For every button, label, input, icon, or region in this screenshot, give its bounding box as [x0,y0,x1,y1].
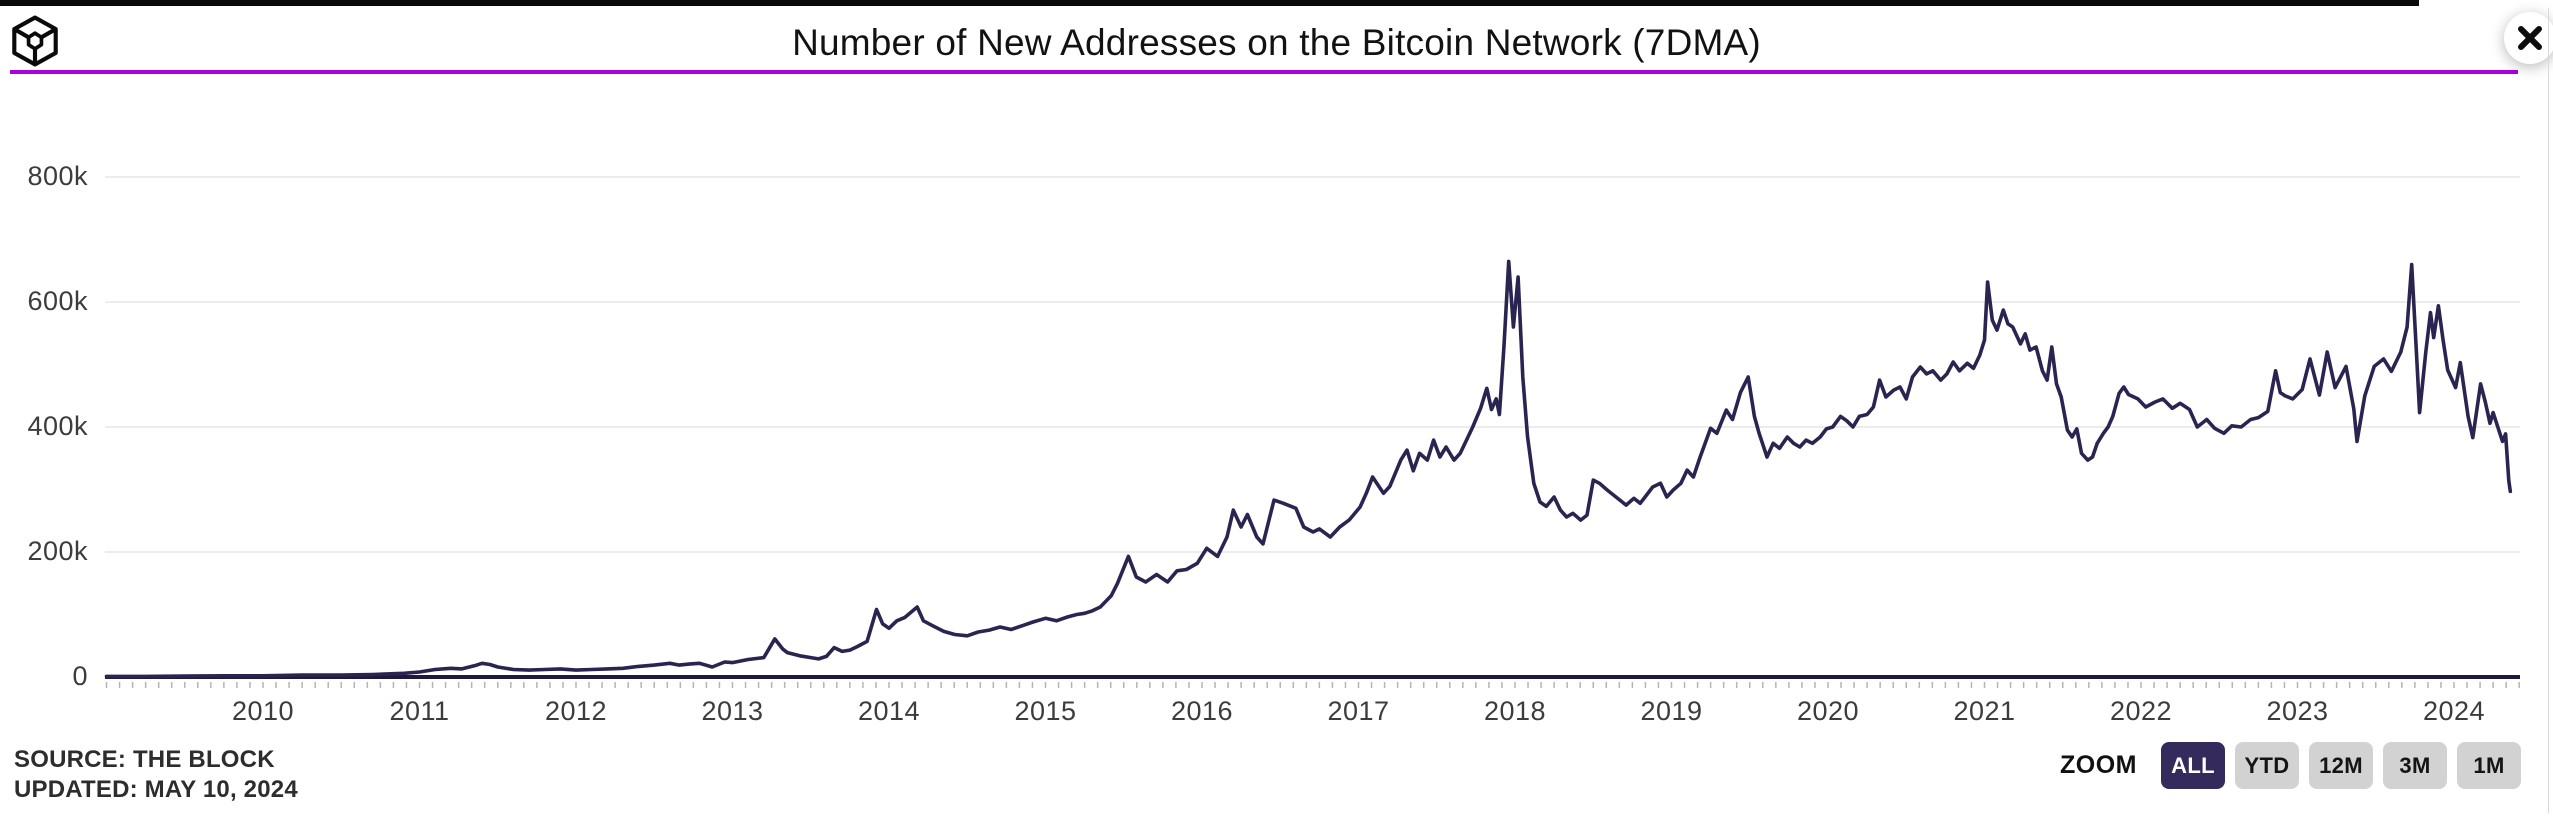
x-axis-label-2013: 2013 [701,696,764,726]
x-axis-label-2014: 2014 [857,696,921,726]
zoom-button-12m[interactable]: 12M [2309,742,2373,789]
the-block-logo [12,15,58,67]
close-icon [2518,26,2542,50]
top-black-bar [0,0,2419,6]
x-axis-label-2021: 2021 [1953,696,2016,726]
x-axis-label-2019: 2019 [1640,696,1703,726]
y-axis-label-600k: 600k [27,286,88,316]
x-axis-label-2016: 2016 [1170,696,1234,726]
x-axis-label-2011: 2011 [389,696,450,726]
zoom-label: ZOOM [2060,751,2137,779]
x-axis-label-2022: 2022 [2109,696,2173,726]
x-axis-label-2024: 2024 [2422,696,2486,726]
x-axis-label-2012: 2012 [544,696,608,726]
zoom-button-all[interactable]: ALL [2161,742,2225,789]
zoom-button-ytd[interactable]: YTD [2235,742,2299,789]
x-axis-label-2017: 2017 [1327,696,1390,726]
x-axis-label-2015: 2015 [1014,696,1077,726]
x-axis-label-2020: 2020 [1796,696,1860,726]
x-axis-label-2018: 2018 [1483,696,1547,726]
updated-line: UPDATED: MAY 10, 2024 [14,776,298,803]
source-attribution: SOURCE: THE BLOCK UPDATED: MAY 10, 2024 [14,745,298,805]
y-axis-label-400k: 400k [27,411,88,441]
series-line-new-addresses [104,259,2513,679]
y-axis-label-200k: 200k [27,536,88,566]
x-axis-label-2010: 2010 [231,696,295,726]
y-axis-label-800k: 800k [27,161,88,191]
y-axis-label-0: 0 [72,661,88,691]
x-axis-label-2023: 2023 [2266,696,2329,726]
right-edge-line [2548,8,2549,813]
close-button[interactable] [2504,12,2553,64]
zoom-button-1m[interactable]: 1M [2457,742,2521,789]
source-line: SOURCE: THE BLOCK [14,746,275,773]
zoom-controls: ZOOM ALL YTD 12M 3M 1M [2060,742,2521,789]
accent-divider [10,70,2518,74]
zoom-button-3m[interactable]: 3M [2383,742,2447,789]
page-title: Number of New Addresses on the Bitcoin N… [792,22,1761,63]
